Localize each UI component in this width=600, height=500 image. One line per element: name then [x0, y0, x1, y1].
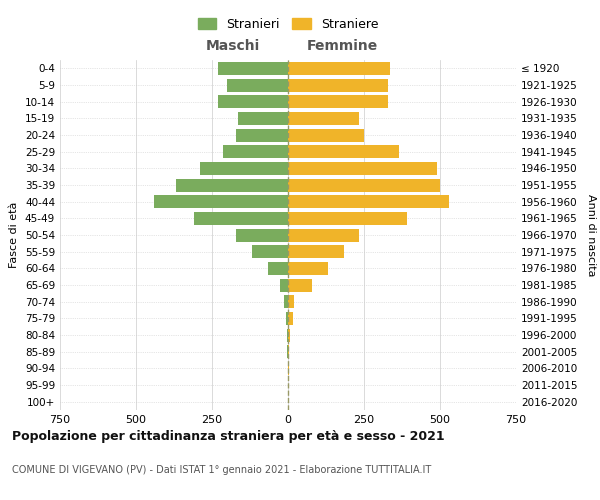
Bar	[268, 262, 288, 275]
Bar	[288, 262, 328, 275]
Bar	[288, 245, 344, 258]
Bar	[227, 78, 288, 92]
Bar	[288, 212, 407, 225]
Bar	[288, 295, 294, 308]
Bar	[288, 195, 449, 208]
Bar	[288, 162, 437, 175]
Bar	[236, 128, 288, 141]
Bar	[288, 128, 364, 141]
Bar	[218, 62, 288, 75]
Bar	[223, 145, 288, 158]
Bar	[236, 228, 288, 241]
Bar	[284, 295, 288, 308]
Y-axis label: Fasce di età: Fasce di età	[10, 202, 19, 268]
Bar	[200, 162, 288, 175]
Bar	[288, 145, 399, 158]
Y-axis label: Anni di nascita: Anni di nascita	[586, 194, 596, 276]
Bar	[288, 112, 359, 125]
Bar	[288, 178, 440, 192]
Text: Maschi: Maschi	[206, 38, 260, 52]
Bar	[288, 228, 359, 241]
Bar	[218, 95, 288, 108]
Bar	[194, 212, 288, 225]
Bar	[288, 95, 388, 108]
Bar	[288, 312, 293, 325]
Bar	[288, 362, 289, 375]
Bar	[238, 112, 288, 125]
Bar	[154, 195, 288, 208]
Bar	[288, 62, 390, 75]
Bar	[288, 345, 289, 358]
Bar	[288, 328, 290, 342]
Bar	[287, 328, 288, 342]
Bar	[176, 178, 288, 192]
Bar	[280, 278, 288, 291]
Bar	[286, 312, 288, 325]
Bar	[288, 78, 388, 92]
Legend: Stranieri, Straniere: Stranieri, Straniere	[191, 11, 385, 37]
Bar	[288, 278, 313, 291]
Bar	[287, 345, 288, 358]
Text: Popolazione per cittadinanza straniera per età e sesso - 2021: Popolazione per cittadinanza straniera p…	[12, 430, 445, 443]
Text: Femmine: Femmine	[307, 38, 379, 52]
Bar	[251, 245, 288, 258]
Text: COMUNE DI VIGEVANO (PV) - Dati ISTAT 1° gennaio 2021 - Elaborazione TUTTITALIA.I: COMUNE DI VIGEVANO (PV) - Dati ISTAT 1° …	[12, 465, 431, 475]
